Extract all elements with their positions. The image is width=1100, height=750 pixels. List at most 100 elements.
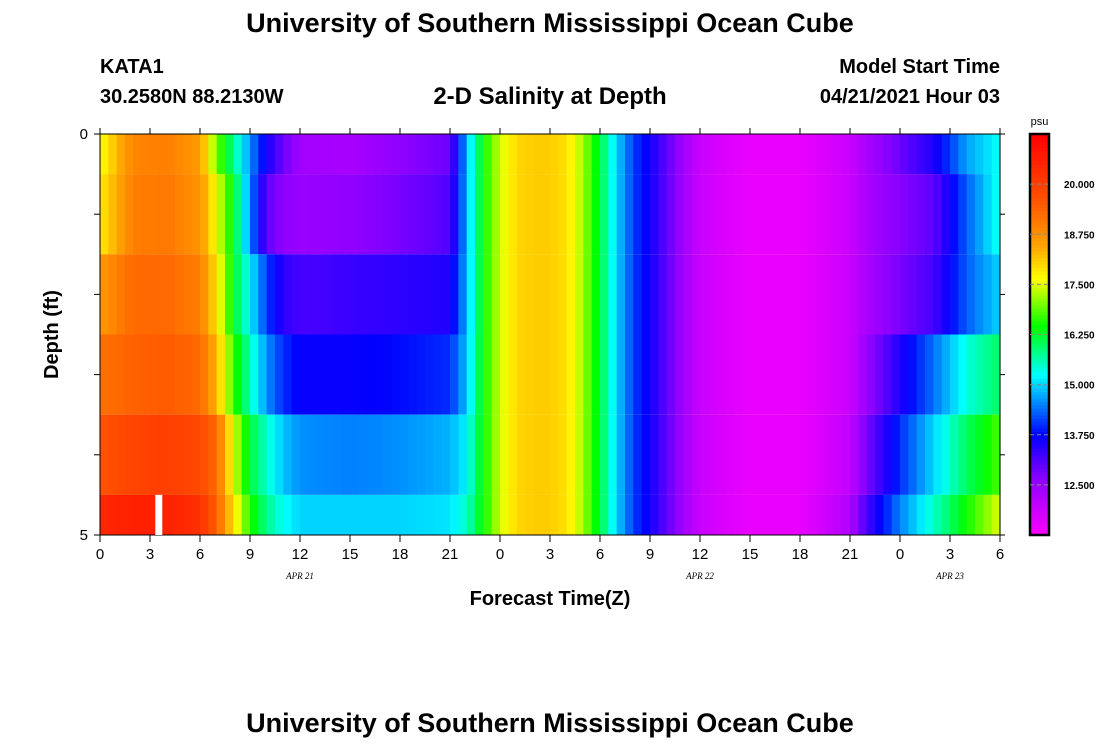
heatmap-cell bbox=[508, 134, 518, 175]
colorbar-segment bbox=[1030, 227, 1049, 232]
heatmap-cell bbox=[616, 134, 626, 175]
heatmap-cell bbox=[566, 254, 576, 335]
heatmap-cell bbox=[225, 174, 234, 255]
heatmap-cell bbox=[591, 254, 601, 335]
heatmap-cell bbox=[616, 174, 626, 255]
heatmap-cell bbox=[308, 134, 318, 175]
heatmap-cell bbox=[158, 134, 168, 175]
heatmap-cell bbox=[133, 254, 143, 335]
heatmap-cell bbox=[650, 254, 659, 335]
heatmap-cell bbox=[808, 494, 818, 535]
heatmap-cell bbox=[566, 134, 576, 175]
heatmap-cell bbox=[908, 494, 918, 535]
heatmap-cell bbox=[325, 254, 334, 335]
heatmap-cell bbox=[741, 494, 751, 535]
heatmap-cell bbox=[925, 334, 934, 415]
heatmap-cell bbox=[583, 334, 593, 415]
heatmap-cell bbox=[600, 414, 609, 495]
heatmap-cell bbox=[725, 334, 734, 415]
heatmap-cell bbox=[650, 494, 659, 535]
station-coordinates: 30.2580N 88.2130W bbox=[100, 86, 284, 108]
heatmap-cell bbox=[675, 334, 684, 415]
heatmap-cell bbox=[700, 494, 709, 535]
heatmap-cell bbox=[383, 134, 393, 175]
heatmap-cell bbox=[500, 414, 509, 495]
heatmap-cell bbox=[283, 254, 293, 335]
heatmap-cell bbox=[175, 494, 184, 535]
x-tick-label: 21 bbox=[842, 546, 859, 563]
heatmap-cell bbox=[741, 134, 751, 175]
heatmap-cell bbox=[666, 494, 676, 535]
heatmap-cell bbox=[750, 254, 759, 335]
heatmap-cell bbox=[316, 254, 326, 335]
heatmap-cell bbox=[175, 174, 184, 255]
heatmap-cell bbox=[858, 254, 868, 335]
heatmap-cell bbox=[966, 494, 976, 535]
heatmap-cell bbox=[333, 494, 343, 535]
heatmap-cell bbox=[875, 134, 884, 175]
heatmap-cell bbox=[883, 134, 893, 175]
current-time-marker bbox=[155, 494, 163, 535]
heatmap-cell bbox=[558, 414, 568, 495]
colorbar-segment bbox=[1030, 481, 1049, 486]
heatmap-cell bbox=[583, 254, 593, 335]
heatmap-cell bbox=[900, 334, 909, 415]
heatmap-cell bbox=[483, 334, 493, 415]
heatmap-cell bbox=[783, 174, 793, 255]
heatmap-cell bbox=[616, 254, 626, 335]
heatmap-cell bbox=[516, 334, 526, 415]
heatmap-cell bbox=[316, 494, 326, 535]
colorbar-tick-label: 17.500 bbox=[1064, 280, 1095, 291]
heatmap-cell bbox=[841, 334, 851, 415]
heatmap-cell bbox=[158, 174, 168, 255]
heatmap-cell bbox=[891, 254, 901, 335]
heatmap-cell bbox=[983, 174, 993, 255]
heatmap-cell bbox=[475, 254, 484, 335]
heatmap-cell bbox=[316, 174, 326, 255]
colorbar-segment bbox=[1030, 351, 1049, 356]
heatmap-cell bbox=[325, 134, 334, 175]
colorbar-segment bbox=[1030, 438, 1049, 443]
x-axis-label: Forecast Time(Z) bbox=[470, 588, 631, 610]
heatmap-cell bbox=[358, 414, 368, 495]
heatmap-cell bbox=[900, 494, 909, 535]
colorbar-segment bbox=[1030, 301, 1049, 306]
heatmap-cell bbox=[833, 334, 843, 415]
heatmap-cell bbox=[666, 414, 676, 495]
heatmap-cell bbox=[425, 414, 434, 495]
heatmap-cell bbox=[308, 334, 318, 415]
colorbar-segment bbox=[1030, 494, 1049, 499]
heatmap-cell bbox=[208, 414, 218, 495]
colorbar-segment bbox=[1030, 387, 1049, 392]
heatmap-cell bbox=[266, 174, 276, 255]
heatmap-cell bbox=[250, 134, 259, 175]
heatmap-cell bbox=[291, 134, 301, 175]
heatmap-cell bbox=[225, 494, 234, 535]
heatmap-cell bbox=[358, 334, 368, 415]
heatmap-cell bbox=[283, 174, 293, 255]
colorbar-segment bbox=[1030, 157, 1049, 162]
heatmap-cell bbox=[475, 134, 484, 175]
heatmap-cell bbox=[775, 174, 784, 255]
heatmap-cell bbox=[483, 494, 493, 535]
heatmap-cell bbox=[950, 414, 959, 495]
heatmap-cell bbox=[775, 134, 784, 175]
heatmap-cell bbox=[116, 494, 126, 535]
heatmap-cell bbox=[116, 254, 126, 335]
heatmap-cell bbox=[558, 494, 568, 535]
heatmap-cell bbox=[525, 134, 534, 175]
heatmap-cell bbox=[300, 334, 309, 415]
heatmap-cell bbox=[783, 334, 793, 415]
heatmap-cell bbox=[850, 334, 859, 415]
heatmap-cell bbox=[391, 494, 401, 535]
heatmap-cell bbox=[341, 134, 351, 175]
heatmap-cell bbox=[875, 414, 884, 495]
heatmap-cell bbox=[841, 254, 851, 335]
colorbar-segment bbox=[1030, 307, 1049, 312]
heatmap-cell bbox=[575, 414, 584, 495]
heatmap-cell bbox=[366, 174, 376, 255]
colorbar-segment bbox=[1030, 458, 1049, 463]
heatmap-cell bbox=[200, 254, 209, 335]
heatmap-cell bbox=[683, 174, 693, 255]
heatmap-cell bbox=[866, 254, 876, 335]
